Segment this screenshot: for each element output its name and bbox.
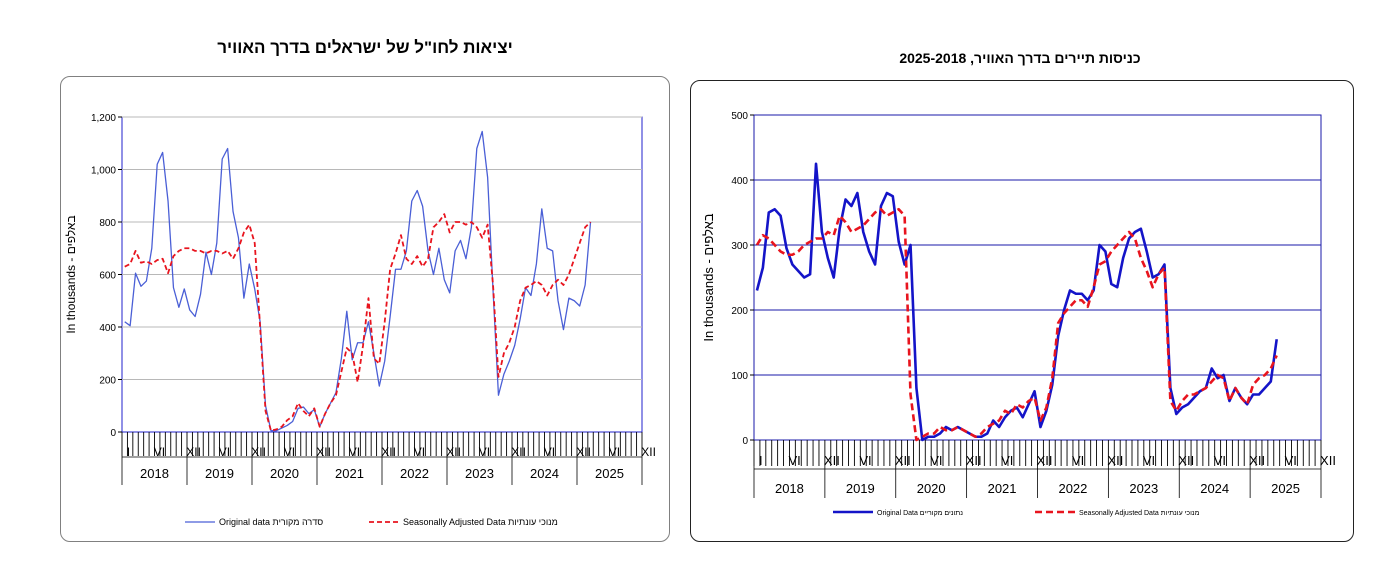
left-y-tick-label: 400 bbox=[99, 323, 116, 334]
left-year-label: 2023 bbox=[465, 466, 494, 481]
right-year-label: 2024 bbox=[1200, 481, 1229, 496]
right-month-label: XII bbox=[1107, 453, 1123, 468]
left-legend-label: Seasonally Adjusted Data מנוכי עונתיות bbox=[403, 517, 558, 527]
left-month-label: VI bbox=[544, 445, 555, 459]
right-year-label: 2019 bbox=[846, 481, 875, 496]
left-year-label: 2019 bbox=[205, 466, 234, 481]
left-year-label: 2018 bbox=[140, 466, 169, 481]
left-y-tick-label: 800 bbox=[99, 218, 116, 229]
left-month-label: VI bbox=[219, 445, 230, 459]
left-series-line-original bbox=[124, 130, 592, 432]
left-year-label: 2021 bbox=[335, 466, 364, 481]
right-month-label: XII bbox=[1249, 453, 1265, 468]
right-chart-frame: 0 100 200 300 400 500 In thousands - באלפים I VI… bbox=[690, 80, 1354, 542]
right-y-tick-label: 0 bbox=[742, 436, 748, 447]
right-month-label: VI bbox=[1285, 453, 1297, 468]
right-series-line-original bbox=[755, 162, 1278, 442]
left-month-label: XII bbox=[446, 445, 461, 459]
left-chart-frame: 0 200 400 600 800 1,000 1,200 In thousands - בא… bbox=[60, 76, 670, 542]
left-month-label: XII bbox=[316, 445, 331, 459]
left-year-label: 2025 bbox=[595, 466, 624, 481]
right-month-label: VI bbox=[788, 453, 800, 468]
right-month-label: VI bbox=[930, 453, 942, 468]
right-y-tick-label: 500 bbox=[731, 111, 748, 122]
right-year-label: 2022 bbox=[1058, 481, 1087, 496]
right-legend-label: Seasonally Adjusted Data מנוכי עונתיות bbox=[1079, 510, 1200, 517]
right-series-line-seasonally-adjusted bbox=[755, 207, 1278, 442]
right-month-label: XII bbox=[1037, 453, 1053, 468]
right-month-label: XII bbox=[1178, 453, 1194, 468]
left-month-label: XII bbox=[186, 445, 201, 459]
left-chart-title: יציאות לחו"ל של ישראלים בדרך האוויר bbox=[217, 38, 513, 57]
left-month-label: XII bbox=[251, 445, 266, 459]
right-month-label: I bbox=[759, 453, 763, 468]
right-month-label: XII bbox=[966, 453, 982, 468]
left-legend-label: Original data סדרה מקורית bbox=[219, 517, 323, 527]
right-year-label: 2021 bbox=[988, 481, 1017, 496]
right-month-label: VI bbox=[1001, 453, 1013, 468]
left-month-label: VI bbox=[284, 445, 295, 459]
left-month-label: VI bbox=[479, 445, 490, 459]
right-month-label: VI bbox=[1072, 453, 1084, 468]
right-y-tick-label: 200 bbox=[731, 306, 748, 317]
left-y-axis-label: In thousands - באלפים bbox=[64, 215, 78, 333]
left-year-label: 2024 bbox=[530, 466, 559, 481]
right-month-label: XII bbox=[1320, 453, 1336, 468]
right-chart-svg: 0 100 200 300 400 500 In thousands - באלפים I VI… bbox=[701, 111, 1336, 517]
left-month-label: XII bbox=[576, 445, 591, 459]
right-y-tick-label: 400 bbox=[731, 176, 748, 187]
left-month-label: XII bbox=[381, 445, 396, 459]
left-y-tick-label: 1,000 bbox=[91, 166, 116, 177]
left-chart-svg: 0 200 400 600 800 1,000 1,200 In thousands - בא… bbox=[64, 113, 656, 527]
left-y-tick-label: 0 bbox=[110, 428, 116, 439]
left-year-label: 2022 bbox=[400, 466, 429, 481]
left-month-label: I bbox=[127, 445, 130, 459]
left-year-label: 2020 bbox=[270, 466, 299, 481]
left-month-label: VI bbox=[154, 445, 165, 459]
right-month-label: XII bbox=[824, 453, 840, 468]
right-month-label: VI bbox=[859, 453, 871, 468]
left-month-label: XII bbox=[641, 445, 656, 459]
right-year-label: 2018 bbox=[775, 481, 804, 496]
right-legend-label: Original Data נתונים מקוריים bbox=[877, 510, 963, 517]
left-y-tick-label: 1,200 bbox=[91, 113, 116, 124]
right-year-label: 2025 bbox=[1271, 481, 1300, 496]
left-month-label: VI bbox=[414, 445, 425, 459]
right-year-label: 2020 bbox=[917, 481, 946, 496]
right-month-label: XII bbox=[895, 453, 911, 468]
left-month-label: XII bbox=[511, 445, 526, 459]
left-month-label: VI bbox=[609, 445, 620, 459]
left-y-tick-label: 200 bbox=[99, 376, 116, 387]
left-month-label: VI bbox=[349, 445, 360, 459]
right-month-label: VI bbox=[1143, 453, 1155, 468]
right-month-label: VI bbox=[1214, 453, 1226, 468]
right-chart-title: כניסות תיירים בדרך האוויר, 2025-2018 bbox=[899, 50, 1141, 66]
right-year-label: 2023 bbox=[1129, 481, 1158, 496]
right-y-axis-label: In thousands - באלפים bbox=[701, 213, 716, 341]
right-y-tick-label: 300 bbox=[731, 241, 748, 252]
left-y-tick-label: 600 bbox=[99, 271, 116, 282]
right-y-tick-label: 100 bbox=[731, 371, 748, 382]
left-series-line-seasonally-adjusted bbox=[124, 213, 592, 432]
